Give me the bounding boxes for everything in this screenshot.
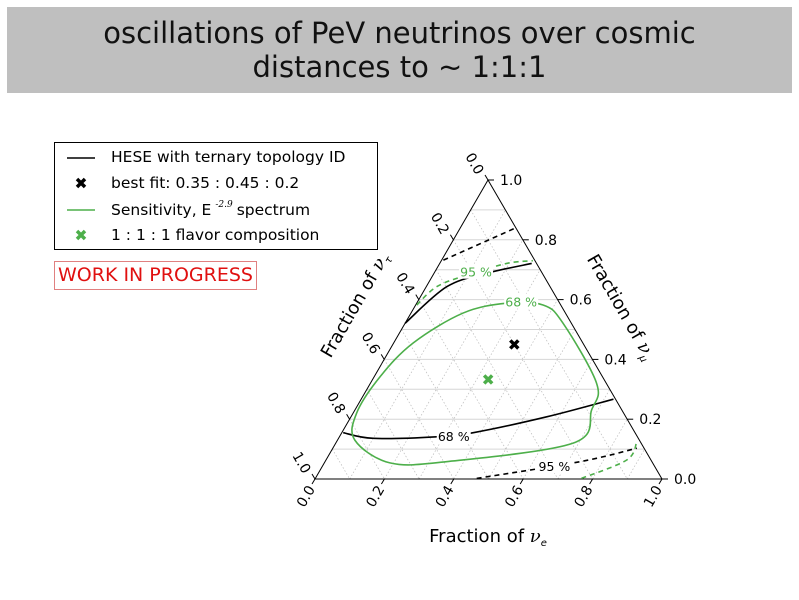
grid-line-tau [401,329,489,480]
legend: HESE with ternary topology ID best fit: … [54,142,378,250]
tick-label-mu: 0.4 [604,352,626,368]
tick-tau [415,294,420,300]
legend-exponent: -2.9 [215,200,233,210]
triangle-frame [314,179,663,480]
legend-label: HESE with ternary topology ID [111,148,346,166]
slide-title: oscillations of PeV neutrinos over cosmi… [7,7,792,93]
grid-line-e [384,239,524,480]
grid-line-e [626,448,645,480]
contour-label: 68 % [505,295,537,310]
tick-e [658,478,663,485]
grid-line-e [349,209,506,480]
axis-label-nu-tau: Fraction of ντ [317,248,396,362]
tick-label-tau: 0.2 [427,210,452,237]
sensitivity-contour-95 [581,441,638,480]
tick-label-e: 0.0 [294,483,319,510]
tick-tau [449,234,454,241]
tick-label-tau: 0.8 [323,390,348,417]
black-line-icon [67,157,95,159]
grid-line-tau [470,209,628,480]
tick-e [311,478,316,485]
sensitivity-contour-68 [351,301,600,466]
legend-label: Sensitivity, E [111,201,212,219]
tick-label-e: 0.6 [502,483,527,510]
tick-label-mu: 1.0 [500,173,522,189]
hese-contour-95 [443,227,517,261]
best-fit-marker [509,339,520,350]
contour-label: 68 % [438,429,470,444]
legend-label: 1 : 1 : 1 flavor composition [111,226,320,244]
tick-label-mu: 0.0 [674,472,696,488]
grid-line-e [592,419,628,480]
grid-line-e [488,329,576,480]
tick-label-e: 1.0 [641,483,666,510]
title-line-2: distances to ~ 1:1:1 [252,50,547,84]
contour-label-bg [537,458,572,474]
legend-item-sensitivity: Sensitivity, E -2.9 spectrum [55,197,377,223]
contour-label-bg [504,293,539,309]
legend-label: best fit: 0.35 : 0.45 : 0.2 [111,174,300,192]
tick-label-mu: 0.2 [639,412,661,428]
contour-label-bg [459,263,494,279]
work-in-progress-stamp: WORK IN PROGRESS [54,261,257,290]
grid-line-tau [453,239,593,480]
contour-label-bg [436,428,471,444]
legend-label-suffix: spectrum [236,201,311,219]
legend-item-best-fit: best fit: 0.35 : 0.45 : 0.2 [55,171,377,197]
tick-label-mu: 0.6 [570,293,592,309]
tick-tau [311,473,316,480]
tick-label-tau: 0.4 [392,270,417,297]
grid-line-tau [435,269,559,480]
axis-label-nu-mu: Fraction of νμ [580,251,659,365]
tick-label-e: 0.2 [363,483,388,510]
tick-e [450,478,455,485]
tick-e [380,478,385,485]
contour-label: 95 % [539,459,571,474]
legend-item-hese: HESE with ternary topology ID [55,145,377,171]
tick-label-e: 0.4 [433,483,458,510]
tick-label-tau: 1.0 [289,449,314,476]
tick-tau [380,354,385,360]
tick-label-tau: 0.0 [462,150,487,177]
flavor-111-marker [482,374,494,385]
tick-label-tau: 0.6 [358,330,383,357]
tick-tau [484,174,489,181]
grid-line-tau [349,419,385,480]
tick-label-e: 0.8 [572,483,597,510]
contour-label: 95 % [460,265,492,280]
tick-e [589,478,594,485]
tick-label-mu: 0.8 [535,233,557,249]
green-line-icon [67,209,95,211]
sensitivity-contour-95 [416,259,533,306]
grid-line-tau [418,299,524,480]
title-line-1: oscillations of PeV neutrinos over cosmi… [103,16,696,50]
grid-line-tau [331,448,351,480]
tick-tau [346,413,351,420]
legend-item-111: 1 : 1 : 1 flavor composition [55,223,377,249]
axis-label-nu-e: Fraction of νe [429,526,547,549]
hese-contour-95 [476,447,637,480]
green-x-marker-icon [75,229,87,241]
black-x-marker-icon [75,177,87,189]
tick-e [519,478,524,485]
